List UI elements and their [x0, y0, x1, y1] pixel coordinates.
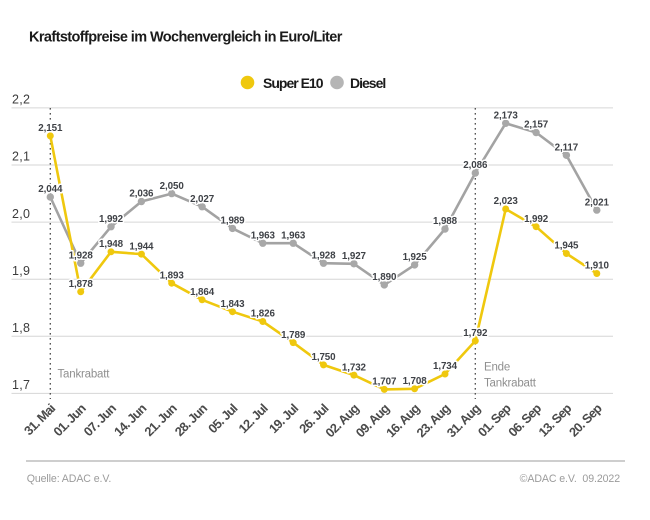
svg-text:Kraftstoffpreise im Wochenverg: Kraftstoffpreise im Wochenvergleich in E… — [29, 30, 343, 46]
svg-text:1,9: 1,9 — [12, 264, 30, 278]
svg-text:Quelle: ADAC e.V.: Quelle: ADAC e.V. — [27, 473, 111, 485]
svg-text:1,707: 1,707 — [372, 377, 397, 388]
svg-text:2,044: 2,044 — [38, 184, 63, 195]
svg-text:2,027: 2,027 — [190, 194, 215, 205]
svg-text:2,151: 2,151 — [38, 123, 63, 134]
svg-text:2,2: 2,2 — [12, 93, 30, 107]
svg-text:2,0: 2,0 — [12, 207, 30, 221]
svg-text:1,734: 1,734 — [433, 361, 458, 372]
svg-text:1,992: 1,992 — [524, 214, 549, 225]
svg-text:2,023: 2,023 — [494, 196, 519, 207]
svg-text:1,750: 1,750 — [311, 352, 336, 363]
svg-text:2,157: 2,157 — [524, 120, 549, 131]
svg-text:2,1: 2,1 — [12, 150, 30, 164]
svg-text:1,843: 1,843 — [220, 299, 245, 310]
svg-text:1,945: 1,945 — [554, 241, 579, 252]
svg-text:1,928: 1,928 — [69, 250, 94, 261]
svg-text:1,8: 1,8 — [12, 321, 30, 335]
svg-text:1,925: 1,925 — [403, 252, 428, 263]
svg-text:1,7: 1,7 — [12, 378, 30, 392]
svg-text:1,878: 1,878 — [69, 279, 94, 290]
svg-text:1,963: 1,963 — [251, 230, 276, 241]
svg-text:1,826: 1,826 — [251, 309, 276, 320]
svg-text:©ADAC e.V. 09.2022: ©ADAC e.V. 09.2022 — [520, 473, 621, 485]
svg-text:1,992: 1,992 — [99, 214, 124, 225]
svg-text:Tankrabatt: Tankrabatt — [58, 369, 111, 381]
svg-text:2,117: 2,117 — [555, 143, 579, 154]
svg-text:2,173: 2,173 — [494, 111, 519, 122]
svg-text:1,944: 1,944 — [129, 241, 154, 252]
svg-text:1,893: 1,893 — [160, 270, 185, 281]
svg-text:1,792: 1,792 — [463, 328, 488, 339]
svg-text:2,021: 2,021 — [585, 197, 610, 208]
svg-text:Diesel: Diesel — [350, 75, 385, 91]
svg-text:2,036: 2,036 — [129, 189, 154, 200]
svg-text:1,890: 1,890 — [372, 272, 397, 283]
svg-text:1,963: 1,963 — [281, 230, 306, 241]
svg-text:1,910: 1,910 — [585, 261, 610, 272]
svg-text:2,086: 2,086 — [463, 160, 488, 171]
svg-text:1,928: 1,928 — [311, 250, 336, 261]
svg-text:Super E10: Super E10 — [263, 75, 324, 91]
svg-text:1,708: 1,708 — [403, 376, 428, 387]
svg-text:1,789: 1,789 — [281, 330, 306, 341]
svg-text:Tankrabatt: Tankrabatt — [484, 378, 537, 390]
svg-text:1,988: 1,988 — [433, 216, 458, 227]
svg-text:2,050: 2,050 — [160, 181, 185, 192]
svg-text:1,927: 1,927 — [342, 251, 367, 262]
svg-text:1,864: 1,864 — [190, 287, 215, 298]
svg-text:1,989: 1,989 — [220, 216, 245, 227]
svg-text:1,732: 1,732 — [342, 362, 367, 373]
svg-text:Ende: Ende — [484, 362, 510, 374]
svg-text:1,948: 1,948 — [99, 239, 124, 250]
